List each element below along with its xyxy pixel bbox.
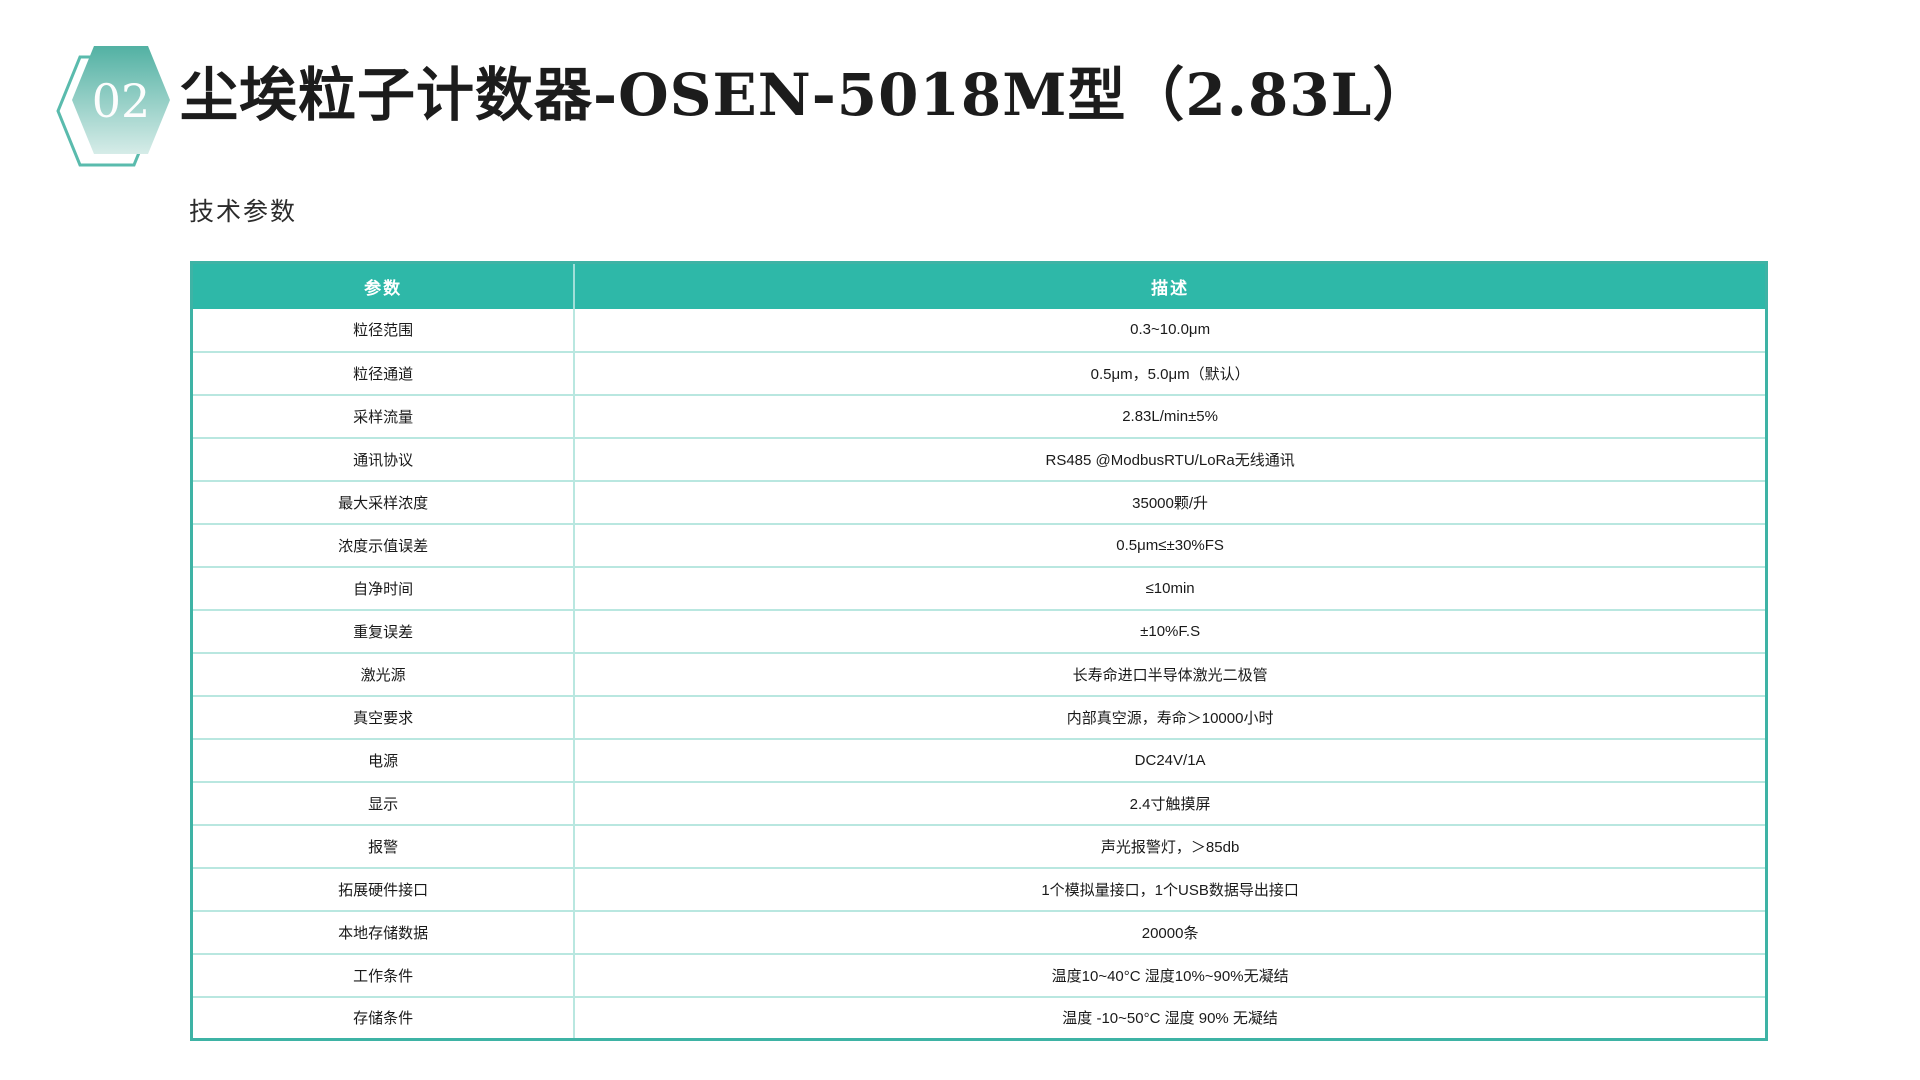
table-row: 显示 2.4寸触摸屏 — [191, 781, 1767, 826]
param-cell: 自净时间 — [191, 566, 576, 611]
table-row: 真空要求 内部真空源，寿命＞10000小时 — [191, 695, 1767, 740]
param-cell: 本地存储数据 — [191, 910, 576, 955]
table-row: 浓度示值误差 0.5μm≤±30%FS — [191, 523, 1767, 568]
param-cell: 粒径范围 — [191, 308, 576, 353]
table-row: 报警 声光报警灯，＞85db — [191, 824, 1767, 869]
table-row: 拓展硬件接口 1个模拟量接口，1个USB数据导出接口 — [191, 867, 1767, 912]
desc-cell: 0.5μm≤±30%FS — [574, 523, 1767, 568]
desc-cell: 20000条 — [574, 910, 1767, 955]
param-cell: 粒径通道 — [191, 351, 576, 396]
table-row: 采样流量 2.83L/min±5% — [191, 394, 1767, 439]
table-row: 存储条件 温度 -10~50°C 湿度 90% 无凝结 — [191, 996, 1767, 1040]
table-row: 电源 DC24V/1A — [191, 738, 1767, 783]
badge-number: 02 — [92, 74, 151, 128]
table-row: 通讯协议 RS485 @ModbusRTU/LoRa无线通讯 — [191, 437, 1767, 482]
desc-cell: 内部真空源，寿命＞10000小时 — [574, 695, 1767, 740]
desc-cell: 0.5μm，5.0μm（默认） — [574, 351, 1767, 396]
param-cell: 最大采样浓度 — [191, 480, 576, 525]
page-title: 尘埃粒子计数器-OSEN-5018M型（2.83L） — [180, 61, 1432, 129]
param-cell: 重复误差 — [191, 609, 576, 654]
param-cell: 存储条件 — [191, 996, 576, 1040]
param-cell: 电源 — [191, 738, 576, 783]
spec-table: 参数 描述 粒径范围 0.3~10.0μm 粒径通道 0.5μm，5.0μm（默认）采… — [190, 261, 1768, 1041]
table-row: 重复误差 ±10%F.S — [191, 609, 1767, 654]
desc-cell: 1个模拟量接口，1个USB数据导出接口 — [574, 867, 1767, 912]
param-cell: 通讯协议 — [191, 437, 576, 482]
desc-cell: 温度10~40°C 湿度10%~90%无凝结 — [574, 953, 1767, 998]
section-number-badge: 02 — [48, 38, 188, 178]
desc-cell: 2.4寸触摸屏 — [574, 781, 1767, 826]
header-row: 参数 描述 — [191, 262, 1767, 309]
table-row: 粒径范围 0.3~10.0μm — [191, 308, 1767, 353]
desc-cell: 温度 -10~50°C 湿度 90% 无凝结 — [574, 996, 1767, 1040]
column-header-param: 参数 — [191, 262, 576, 309]
spec-table-head: 参数 描述 — [191, 262, 1767, 309]
desc-cell: ≤10min — [574, 566, 1767, 611]
desc-cell: DC24V/1A — [574, 738, 1767, 783]
desc-cell: 2.83L/min±5% — [574, 394, 1767, 439]
param-cell: 拓展硬件接口 — [191, 867, 576, 912]
table-row: 自净时间 ≤10min — [191, 566, 1767, 611]
param-cell: 采样流量 — [191, 394, 576, 439]
table-row: 工作条件 温度10~40°C 湿度10%~90%无凝结 — [191, 953, 1767, 998]
spec-table-body: 粒径范围 0.3~10.0μm 粒径通道 0.5μm，5.0μm（默认） 采样流量 2.8… — [191, 308, 1767, 1040]
column-header-desc: 描述 — [574, 262, 1767, 309]
hexagon-fill — [72, 46, 170, 154]
table-row: 最大采样浓度 35000颗/升 — [191, 480, 1767, 525]
param-cell: 浓度示值误差 — [191, 523, 576, 568]
table-row: 激光源 长寿命进口半导体激光二极管 — [191, 652, 1767, 697]
table-row: 粒径通道 0.5μm，5.0μm（默认） — [191, 351, 1767, 396]
spec-table-container: 参数 描述 粒径范围 0.3~10.0μm 粒径通道 0.5μm，5.0μm（默认）采… — [190, 261, 1768, 1041]
desc-cell: 35000颗/升 — [574, 480, 1767, 525]
section-subtitle: 技术参数 — [189, 198, 298, 226]
desc-cell: 长寿命进口半导体激光二极管 — [574, 652, 1767, 697]
hexagon-badge-icon: 02 — [56, 46, 170, 167]
desc-cell: ±10%F.S — [574, 609, 1767, 654]
param-cell: 报警 — [191, 824, 576, 869]
desc-cell: 声光报警灯，＞85db — [574, 824, 1767, 869]
param-cell: 显示 — [191, 781, 576, 826]
param-cell: 真空要求 — [191, 695, 576, 740]
desc-cell: 0.3~10.0μm — [574, 308, 1767, 353]
param-cell: 工作条件 — [191, 953, 576, 998]
table-row: 本地存储数据 20000条 — [191, 910, 1767, 955]
desc-cell: RS485 @ModbusRTU/LoRa无线通讯 — [574, 437, 1767, 482]
param-cell: 激光源 — [191, 652, 576, 697]
